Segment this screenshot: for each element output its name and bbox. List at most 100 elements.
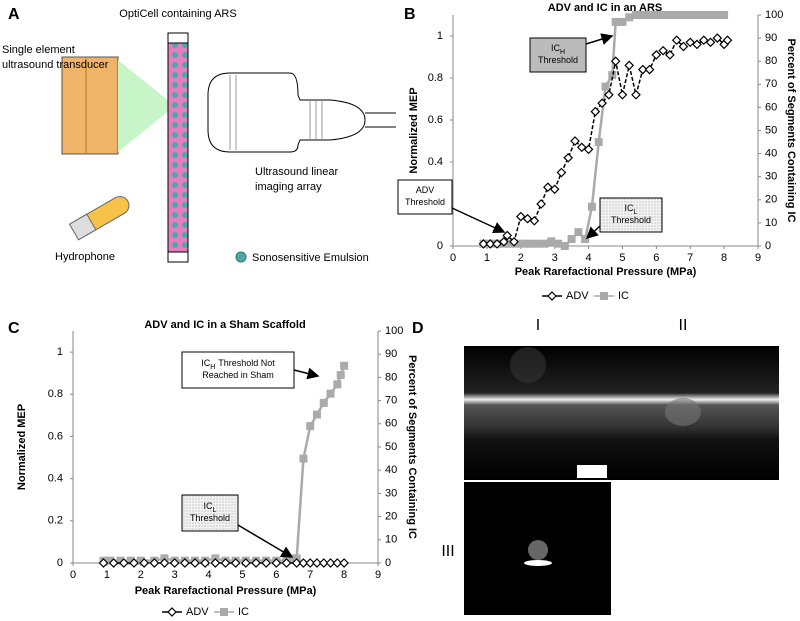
point [604, 89, 614, 100]
point [509, 236, 519, 247]
panel-label: D [412, 320, 424, 337]
legend-marker [167, 607, 177, 617]
annotation-arrow [585, 33, 614, 45]
x-tick-label: 4 [205, 569, 211, 581]
point [533, 239, 542, 248]
annotation-text: Reached in Sham [202, 370, 274, 380]
point [502, 230, 513, 241]
y2-tick-label: 0 [385, 557, 391, 569]
point [720, 11, 729, 19]
point [98, 558, 109, 568]
point [611, 17, 620, 26]
point [136, 556, 145, 565]
point [326, 389, 335, 398]
annotation-segment: Threshold [538, 55, 578, 65]
annotation-segment: IC [625, 203, 635, 213]
annotation-arrow [237, 524, 294, 558]
annotation-segment: Threshold [190, 513, 230, 523]
point [108, 558, 119, 568]
point [549, 184, 560, 195]
point [543, 182, 553, 193]
y2-tick-label: 90 [765, 32, 777, 44]
point [712, 33, 723, 43]
annotation-text: ICH [551, 43, 565, 56]
point [608, 71, 617, 80]
y-axis-label: Normalized MEP [408, 87, 420, 173]
x-tick-label: 2 [138, 569, 144, 581]
x-tick-label: 8 [341, 569, 347, 581]
point [601, 82, 610, 91]
point [576, 142, 587, 153]
y2-tick-label: 100 [385, 325, 403, 337]
y2-tick-label: 20 [765, 194, 777, 206]
point [126, 556, 135, 565]
point [618, 17, 627, 26]
point [306, 422, 315, 431]
x-tick-label: 1 [104, 569, 110, 581]
emulsion-dot [235, 251, 247, 263]
point [200, 558, 211, 568]
chart-title: ADV and IC in an ARS [548, 2, 663, 14]
point [318, 558, 329, 568]
point [631, 89, 641, 100]
point [513, 239, 522, 248]
point [665, 11, 674, 19]
x-tick-label: 8 [721, 252, 727, 264]
point [594, 138, 603, 147]
point [291, 558, 302, 568]
point [563, 152, 574, 163]
point [583, 144, 594, 155]
point [685, 37, 696, 48]
annotation-text: ICL [625, 203, 638, 216]
image-feature [510, 347, 546, 383]
point [617, 89, 628, 100]
transducer [61, 56, 119, 155]
x-tick-label: 9 [755, 252, 761, 264]
point [336, 371, 345, 380]
y-tick-label: 1 [57, 346, 63, 358]
annotation-arrow [451, 207, 506, 234]
point [325, 558, 336, 568]
x-tick-label: 3 [552, 252, 558, 264]
annotation-arrow [585, 225, 601, 240]
point [658, 45, 668, 56]
y-axis-label: Normalized MEP [16, 404, 28, 490]
images-d: D I II III [412, 317, 779, 615]
x-axis-label: Peak Rarefactional Pressure (MPa) [515, 266, 697, 278]
annotation-text: Threshold [611, 215, 651, 225]
point [506, 239, 515, 248]
y-tick-label: 0 [57, 557, 63, 569]
annotation-segment: Reached in Sham [202, 370, 274, 380]
opticell-cap [167, 251, 189, 263]
x-tick-label: 6 [273, 569, 279, 581]
x-tick-label: 7 [307, 569, 313, 581]
x-tick-label: 0 [70, 569, 76, 581]
y-tick-label: 0.8 [428, 72, 443, 84]
annotation-segment: IC [204, 501, 214, 511]
point [313, 410, 321, 419]
y2-tick-label: 80 [385, 371, 397, 383]
y2-tick-label: 60 [765, 101, 777, 113]
annotation-text: Threshold [190, 513, 230, 523]
point [644, 64, 655, 75]
point [251, 558, 261, 568]
legend-marker [600, 292, 608, 300]
x-tick-label: 2 [518, 252, 524, 264]
point [522, 213, 533, 224]
label: Single element ultrasound transducer [2, 44, 109, 71]
point [540, 239, 549, 248]
diagram-a: A OptiCell containing ARS Single element… [2, 6, 396, 264]
point [515, 211, 526, 222]
point [560, 242, 569, 250]
label-line: ultrasound transducer [2, 59, 109, 71]
point [597, 98, 607, 109]
point [305, 558, 316, 568]
point [698, 35, 709, 46]
hydrophone-base [68, 213, 97, 241]
label-line: Single element [2, 44, 75, 56]
beam [118, 60, 175, 152]
point [339, 558, 349, 568]
point [547, 237, 556, 246]
x-tick-label: 5 [619, 252, 625, 264]
point [536, 199, 546, 209]
